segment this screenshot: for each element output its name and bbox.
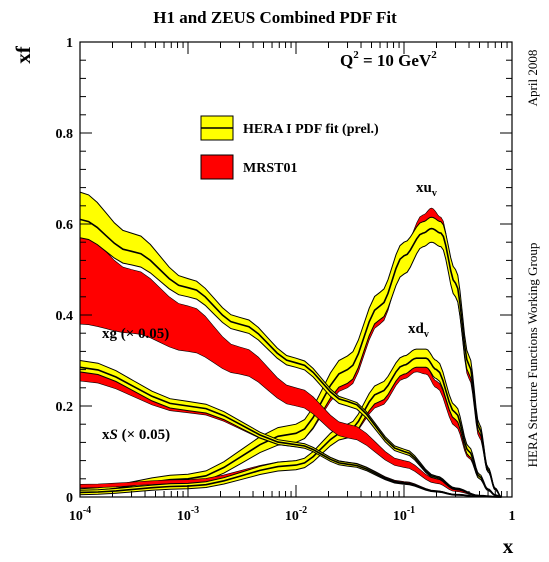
y-tick-label: 0.8	[56, 127, 74, 142]
central-line-xg-x0-05	[79, 218, 502, 498]
annotation-xg: xg (× 0.05)	[102, 326, 169, 342]
legend-label-mrst: MRST01	[243, 161, 297, 176]
annotation-xs: xS (× 0.05)	[102, 427, 170, 443]
y-tick-label: 0	[66, 491, 73, 506]
axis-ticks	[79, 41, 513, 498]
legend: HERA I PDF fit (prel.) MRST01	[200, 115, 379, 180]
central-line-xdv	[79, 357, 502, 498]
x-tick-label: 10-3	[177, 505, 199, 524]
legend-swatch-mrst	[200, 154, 234, 180]
y-tick-label: 0.2	[56, 400, 74, 415]
legend-entry-hera: HERA I PDF fit (prel.)	[200, 115, 379, 141]
central-line-xs-x0-05	[79, 366, 502, 498]
y-tick-label: 1	[66, 36, 73, 51]
central-line-xuv	[79, 227, 502, 498]
x-tick-label: 10-4	[69, 505, 91, 524]
pdf-bands	[79, 191, 502, 498]
chart-title: H1 and ZEUS Combined PDF Fit	[153, 8, 397, 27]
annotation-xdv: xdv	[408, 321, 429, 340]
date-label: April 2008	[525, 50, 540, 107]
y-tick-label: 0.4	[56, 309, 74, 324]
x-tick-label: 10-1	[393, 505, 415, 524]
y-axis-label: xf	[11, 45, 35, 64]
x-tick-label: 1	[509, 509, 516, 524]
legend-label-hera: HERA I PDF fit (prel.)	[243, 122, 379, 137]
annotation-xuv: xuv	[416, 180, 437, 199]
y-tick-label: 0.6	[56, 218, 74, 233]
plot-area	[79, 41, 513, 498]
scale-label: Q2 = 10 GeV2	[340, 49, 437, 70]
legend-entry-mrst: MRST01	[200, 154, 297, 180]
x-axis-label: x	[503, 534, 514, 558]
x-tick-label: 10-2	[285, 505, 307, 524]
working-group-label: HERA Structure Functions Working Group	[525, 243, 540, 468]
